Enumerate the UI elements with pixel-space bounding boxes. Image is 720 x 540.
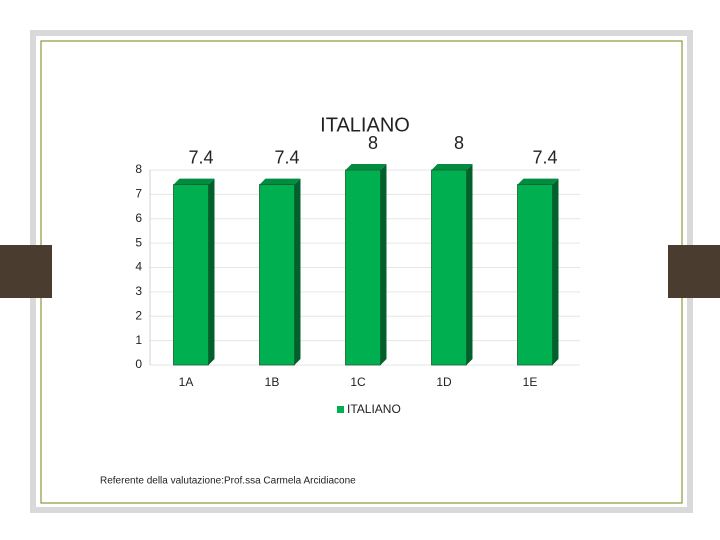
- x-tick-label: 1C: [350, 375, 366, 389]
- bar: [345, 169, 381, 366]
- value-label: 7.4: [274, 147, 299, 167]
- y-tick-label: 4: [135, 260, 142, 274]
- x-tick-label: 1B: [265, 375, 280, 389]
- left-tab: [0, 245, 52, 298]
- value-label: 7.4: [532, 147, 557, 167]
- bar-side: [208, 178, 215, 365]
- y-tick-label: 8: [135, 162, 142, 176]
- bar: [517, 184, 553, 366]
- bar-side: [552, 178, 559, 365]
- bar: [173, 184, 209, 366]
- bar-top: [517, 178, 559, 185]
- bar-top: [259, 178, 301, 185]
- footnote: Referente della valutazione:Prof.ssa Car…: [100, 476, 356, 487]
- y-tick-label: 1: [135, 333, 142, 347]
- value-label: 8: [368, 133, 378, 153]
- bar-side: [380, 164, 387, 365]
- chart-title: ITALIANO: [320, 114, 410, 136]
- y-tick-label: 6: [135, 211, 142, 225]
- y-tick-label: 3: [135, 284, 142, 298]
- value-label: 7.4: [188, 147, 213, 167]
- value-label: 8: [454, 133, 464, 153]
- right-tab: [668, 245, 720, 298]
- y-tick-label: 5: [135, 235, 142, 249]
- bar-top: [173, 178, 215, 185]
- x-tick-label: 1E: [523, 375, 538, 389]
- y-tick-label: 7: [135, 187, 142, 201]
- bar: [259, 184, 295, 366]
- y-tick-label: 0: [135, 357, 142, 371]
- x-tick-label: 1D: [436, 375, 452, 389]
- bar-side: [466, 164, 473, 365]
- bar: [431, 169, 467, 366]
- bar-top: [431, 164, 473, 170]
- bar-side: [294, 178, 301, 365]
- x-tick-label: 1A: [179, 375, 194, 389]
- legend-swatch: [337, 406, 344, 413]
- legend-label: ITALIANO: [347, 402, 401, 416]
- y-tick-label: 2: [135, 308, 142, 322]
- bar-top: [345, 164, 387, 170]
